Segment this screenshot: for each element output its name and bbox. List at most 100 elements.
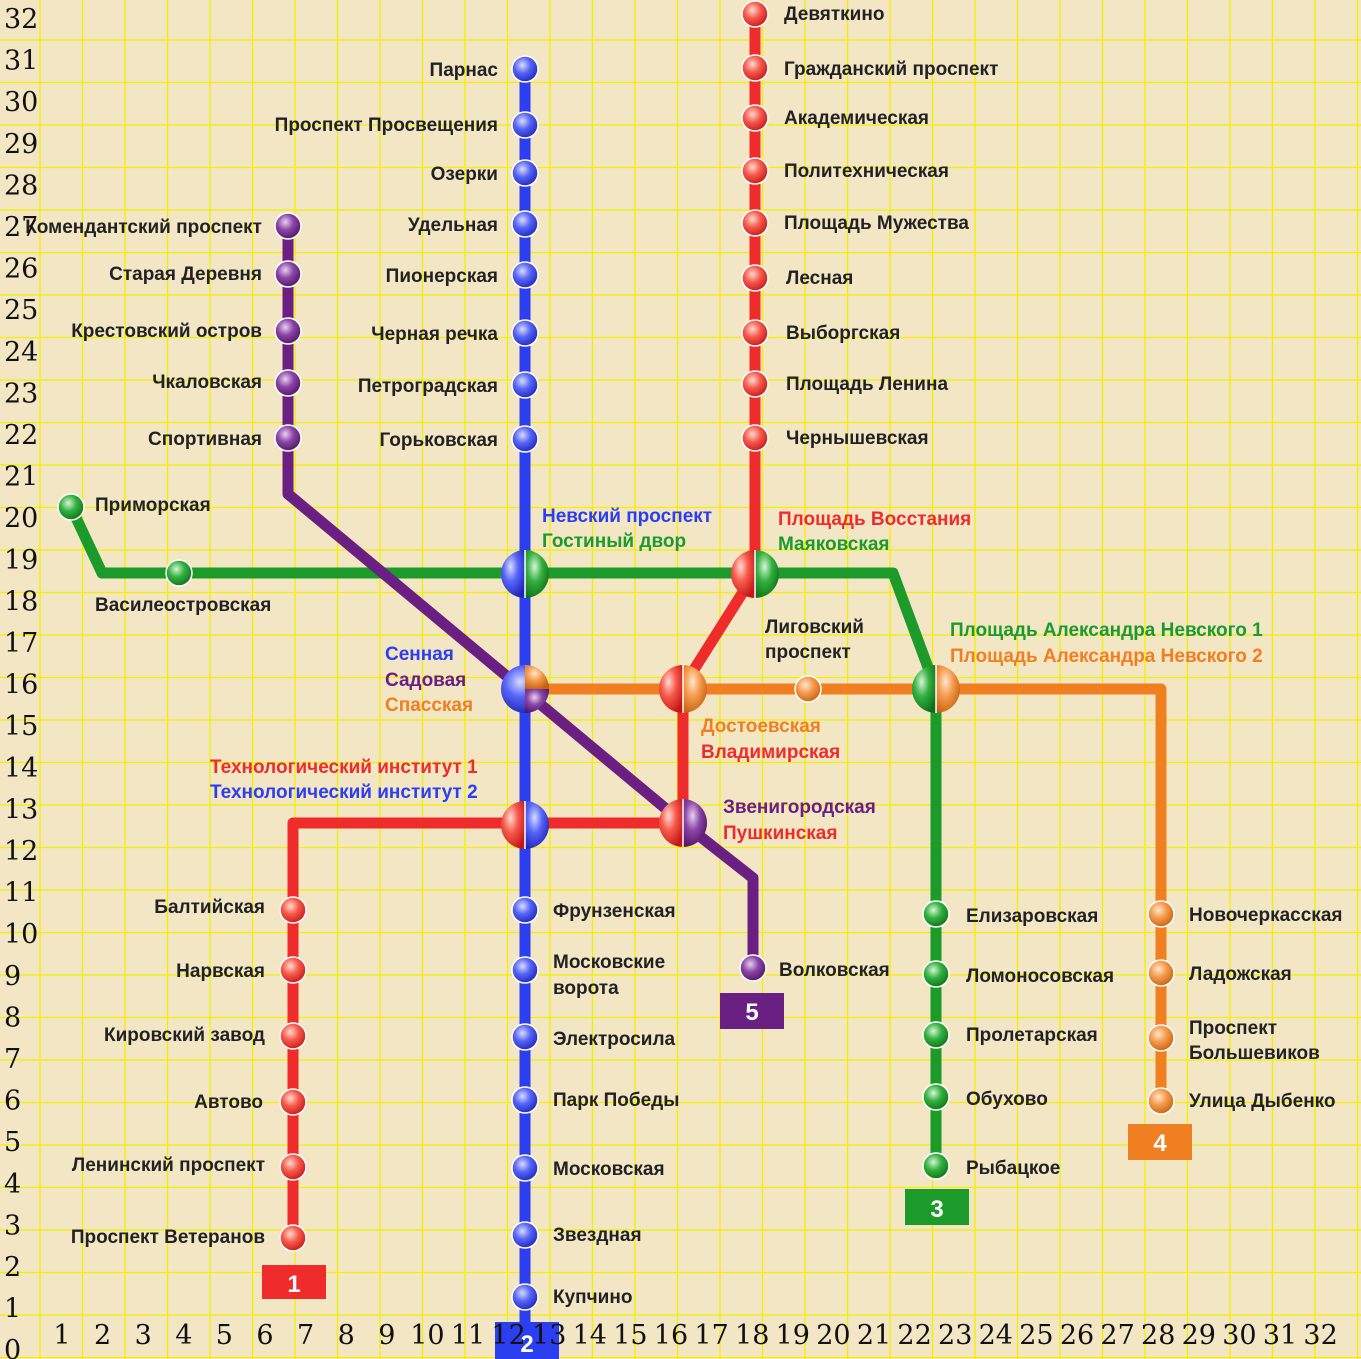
station-label-vyborgskaya[interactable]: Выборгская xyxy=(786,323,900,344)
station-label-novocherkasskaya[interactable]: Новочеркасская xyxy=(1189,905,1342,926)
station-label-dybenko[interactable]: Улица Дыбенко xyxy=(1189,1091,1336,1112)
station-label-obukhovo[interactable]: Обухово xyxy=(966,1089,1048,1110)
station-label-avtovo[interactable]: Автово xyxy=(194,1092,263,1113)
station-label-lesnaya[interactable]: Лесная xyxy=(786,268,853,289)
station-label-pionerskaya[interactable]: Пионерская xyxy=(386,266,498,287)
station-label-muzhestva[interactable]: Площадь Мужества xyxy=(784,213,969,234)
station-label-sadovaya[interactable]: Садовая xyxy=(385,670,466,691)
station-dot[interactable] xyxy=(511,425,539,453)
station-label-proletarskaya[interactable]: Пролетарская xyxy=(966,1025,1098,1046)
station-label-ladozhskaya[interactable]: Ладожская xyxy=(1189,964,1292,985)
station-dot[interactable] xyxy=(922,1021,950,1049)
station-dot[interactable] xyxy=(794,675,822,703)
station-label-lenina[interactable]: Площадь Ленина xyxy=(786,374,948,395)
station-label-ligovsky-2[interactable]: проспект xyxy=(765,642,851,663)
station-label-mayakovskaya[interactable]: Маяковская xyxy=(778,534,890,555)
station-dot[interactable] xyxy=(741,0,769,28)
station-dot[interactable] xyxy=(741,370,769,398)
station-dot[interactable] xyxy=(922,960,950,988)
station-label-chkalovskaya[interactable]: Чкаловская xyxy=(152,372,262,393)
station-dot[interactable] xyxy=(739,954,767,982)
station-dot[interactable] xyxy=(279,1022,307,1050)
station-dot[interactable] xyxy=(279,1088,307,1116)
station-label-spasskaya[interactable]: Спасская xyxy=(385,695,473,716)
station-label-gorkovskaya[interactable]: Горьковская xyxy=(379,430,498,451)
station-label-sportivnaya[interactable]: Спортивная xyxy=(148,429,262,450)
station-dot[interactable] xyxy=(279,956,307,984)
station-dot[interactable] xyxy=(922,1152,950,1180)
station-label-moskovskaya[interactable]: Московская xyxy=(553,1159,665,1180)
station-dot[interactable] xyxy=(274,424,302,452)
station-dot[interactable] xyxy=(741,157,769,185)
station-dot[interactable] xyxy=(274,260,302,288)
station-dot[interactable] xyxy=(511,371,539,399)
station-label-bolshevikov-1[interactable]: Проспект xyxy=(1189,1018,1277,1039)
station-label-prosvescheniya[interactable]: Проспект Просвещения xyxy=(275,115,498,136)
station-dot[interactable] xyxy=(279,1153,307,1181)
transfer-dostoevskaya-vladimirskaya[interactable] xyxy=(659,665,707,713)
station-label-zvenigorodskaya[interactable]: Звенигородская xyxy=(723,797,876,818)
station-dot[interactable] xyxy=(511,319,539,347)
station-label-devyatkino[interactable]: Девяткино xyxy=(784,4,884,25)
station-label-vasileostrovskaya[interactable]: Василеостровская xyxy=(95,595,271,616)
station-label-staraya[interactable]: Старая Деревня xyxy=(109,264,262,285)
station-label-gostiny[interactable]: Гостиный двор xyxy=(542,531,686,552)
station-dot[interactable] xyxy=(274,212,302,240)
station-label-frunzenskaya[interactable]: Фрунзенская xyxy=(553,901,676,922)
station-label-veteranov[interactable]: Проспект Ветеранов xyxy=(71,1227,265,1248)
station-dot[interactable] xyxy=(511,1086,539,1114)
station-dot[interactable] xyxy=(511,1283,539,1311)
station-dot[interactable] xyxy=(511,1154,539,1182)
station-label-nevskogo-2[interactable]: Площадь Александра Невского 2 xyxy=(950,646,1263,667)
station-label-chernyshevskaya[interactable]: Чернышевская xyxy=(786,428,929,449)
station-label-vladimirskaya[interactable]: Владимирская xyxy=(701,742,840,763)
station-label-pushkinskaya[interactable]: Пушкинская xyxy=(723,823,837,844)
station-dot[interactable] xyxy=(511,896,539,924)
station-label-kupchino[interactable]: Купчино xyxy=(553,1287,632,1308)
station-label-dostoevskaya[interactable]: Достоевская xyxy=(701,716,821,737)
station-label-leninsky[interactable]: Ленинский проспект xyxy=(72,1155,265,1176)
station-dot[interactable] xyxy=(741,209,769,237)
station-dot[interactable] xyxy=(511,1221,539,1249)
station-label-krestovsky[interactable]: Крестовский остров xyxy=(71,321,262,342)
transfer-nevsky-gostiny[interactable] xyxy=(501,550,549,598)
station-label-moskovskie-1[interactable]: Московские xyxy=(553,952,665,973)
station-dot[interactable] xyxy=(511,956,539,984)
station-label-lomonosovskaya[interactable]: Ломоносовская xyxy=(966,966,1114,987)
station-label-nevskogo-1[interactable]: Площадь Александра Невского 1 xyxy=(950,620,1263,641)
station-dot[interactable] xyxy=(511,1023,539,1051)
station-dot[interactable] xyxy=(57,493,85,521)
station-dot[interactable] xyxy=(165,559,193,587)
station-label-politekh[interactable]: Политехническая xyxy=(784,161,949,182)
station-dot[interactable] xyxy=(511,210,539,238)
station-label-bolshevikov-2[interactable]: Большевиков xyxy=(1189,1043,1320,1064)
station-dot[interactable] xyxy=(511,55,539,83)
station-label-rybatskoe[interactable]: Рыбацкое xyxy=(966,1158,1060,1179)
station-label-komendantsky[interactable]: Комендантский проспект xyxy=(25,217,262,238)
station-dot[interactable] xyxy=(922,900,950,928)
station-dot[interactable] xyxy=(511,111,539,139)
transfer-sennaya-sadovaya-spasskaya[interactable] xyxy=(501,665,549,713)
station-label-baltiyskaya[interactable]: Балтийская xyxy=(154,897,265,918)
station-label-udelnaya[interactable]: Удельная xyxy=(408,215,498,236)
station-label-sennaya[interactable]: Сенная xyxy=(385,644,454,665)
station-dot[interactable] xyxy=(511,159,539,187)
station-dot[interactable] xyxy=(1147,1087,1175,1115)
station-dot[interactable] xyxy=(274,369,302,397)
station-dot[interactable] xyxy=(741,319,769,347)
station-dot[interactable] xyxy=(741,104,769,132)
station-dot[interactable] xyxy=(922,1083,950,1111)
station-label-nevsky[interactable]: Невский проспект xyxy=(542,506,712,527)
station-label-chernaya[interactable]: Черная речка xyxy=(371,324,498,345)
station-dot[interactable] xyxy=(511,261,539,289)
station-dot[interactable] xyxy=(279,896,307,924)
station-label-parnas[interactable]: Парнас xyxy=(430,60,499,81)
station-label-tech-2[interactable]: Технологический институт 2 xyxy=(210,782,478,803)
station-label-tech-1[interactable]: Технологический институт 1 xyxy=(210,757,478,778)
station-label-elizarovskaya[interactable]: Елизаровская xyxy=(966,906,1098,927)
station-label-petrogradskaya[interactable]: Петроградская xyxy=(358,376,498,397)
station-label-ligovsky-1[interactable]: Лиговский xyxy=(765,617,864,638)
station-dot[interactable] xyxy=(279,1224,307,1252)
station-dot[interactable] xyxy=(274,317,302,345)
station-label-park[interactable]: Парк Победы xyxy=(553,1090,679,1111)
